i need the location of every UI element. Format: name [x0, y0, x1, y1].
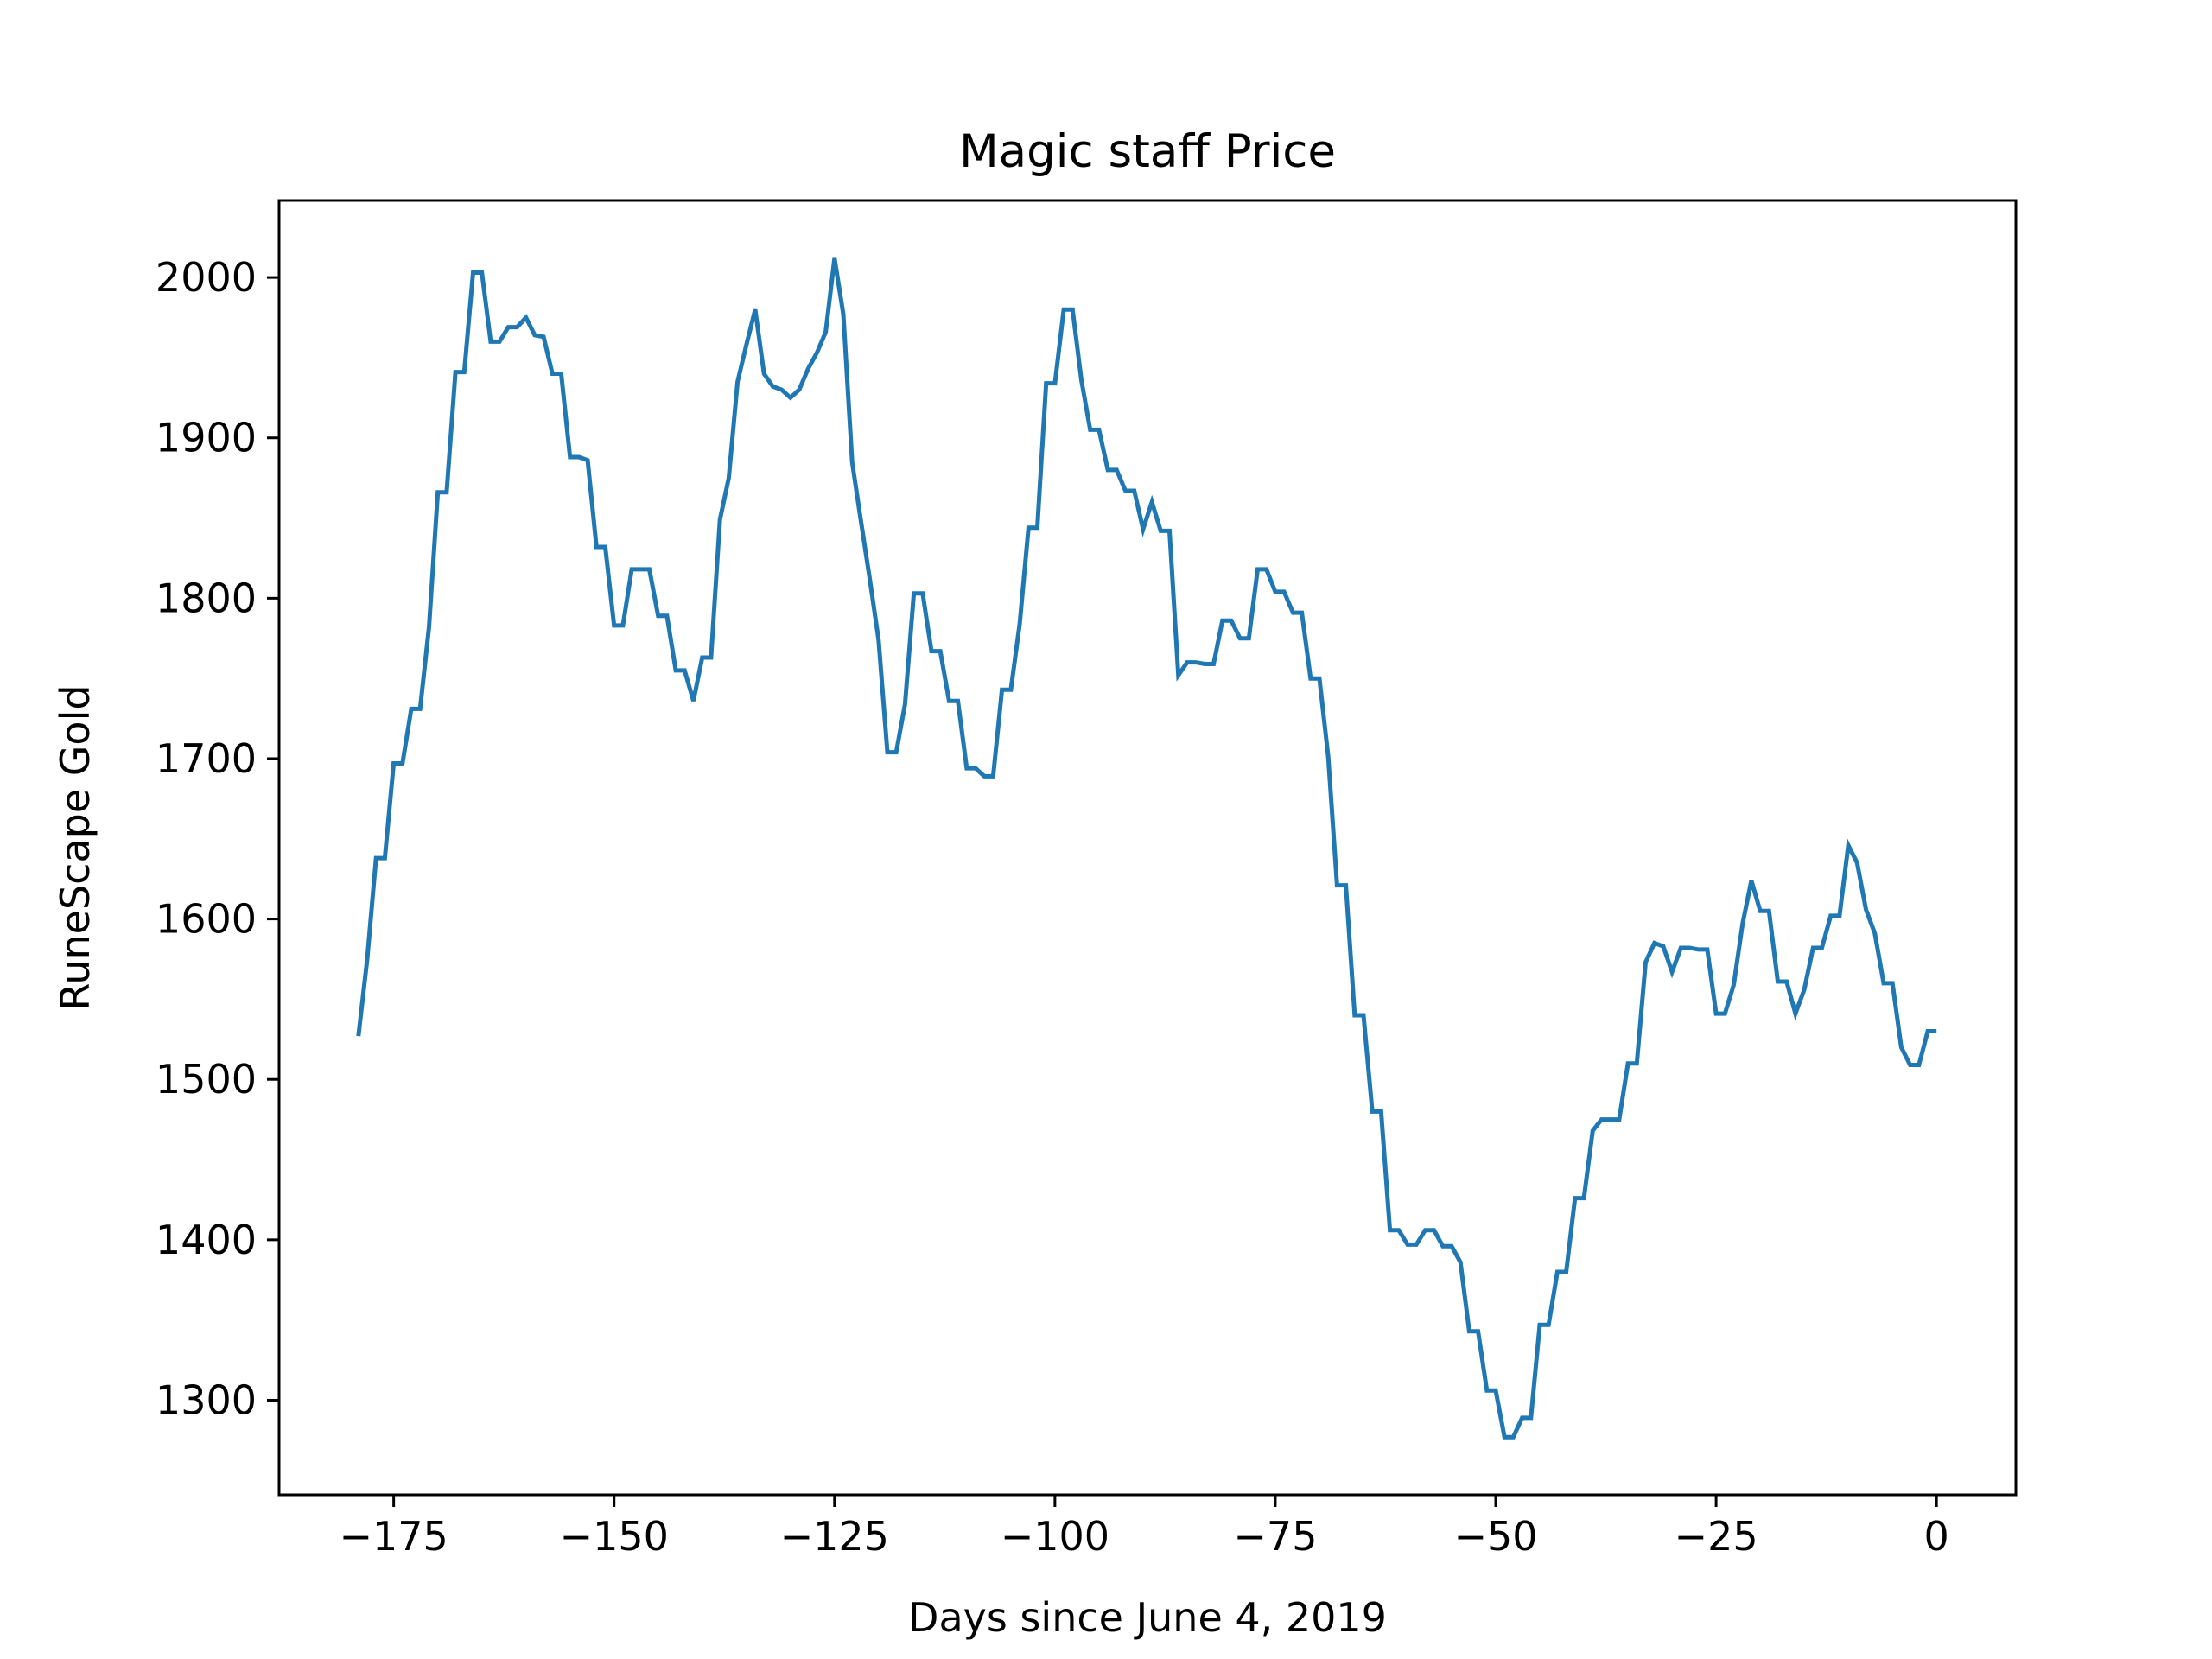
y-tick-label: 1900	[156, 415, 257, 461]
x-tick-label: −75	[1233, 1513, 1317, 1560]
x-tick-label: −50	[1453, 1513, 1537, 1560]
series-layer	[356, 257, 1937, 1440]
x-tick-label: −175	[339, 1513, 448, 1560]
chart-title: Magic staff Price	[959, 125, 1336, 178]
x-tick-label: −100	[1001, 1513, 1109, 1560]
y-tick-label: 1300	[156, 1376, 257, 1423]
price-series-line	[356, 257, 1937, 1440]
y-tick-label: 1700	[156, 735, 257, 782]
y-tick-label: 1500	[156, 1056, 257, 1103]
x-axis: −175 −150 −125 −100 −75 −50 −25 0	[339, 1495, 1949, 1560]
x-tick-label: 0	[1924, 1513, 1949, 1560]
y-tick-label: 1600	[156, 896, 257, 943]
y-axis-label: RuneScape Gold	[52, 684, 99, 1010]
y-axis: 1300 1400 1500 1600 1700 1800 1900 2000	[156, 254, 279, 1423]
y-tick-label: 1400	[156, 1217, 257, 1263]
x-tick-label: −125	[780, 1513, 889, 1560]
y-tick-label: 2000	[156, 254, 257, 301]
y-tick-label: 1800	[156, 575, 257, 621]
plot-frame	[277, 199, 2018, 1497]
x-axis-label: Days since June 4, 2019	[908, 1594, 1387, 1641]
x-tick-label: −150	[560, 1513, 669, 1560]
x-tick-label: −25	[1675, 1513, 1758, 1560]
